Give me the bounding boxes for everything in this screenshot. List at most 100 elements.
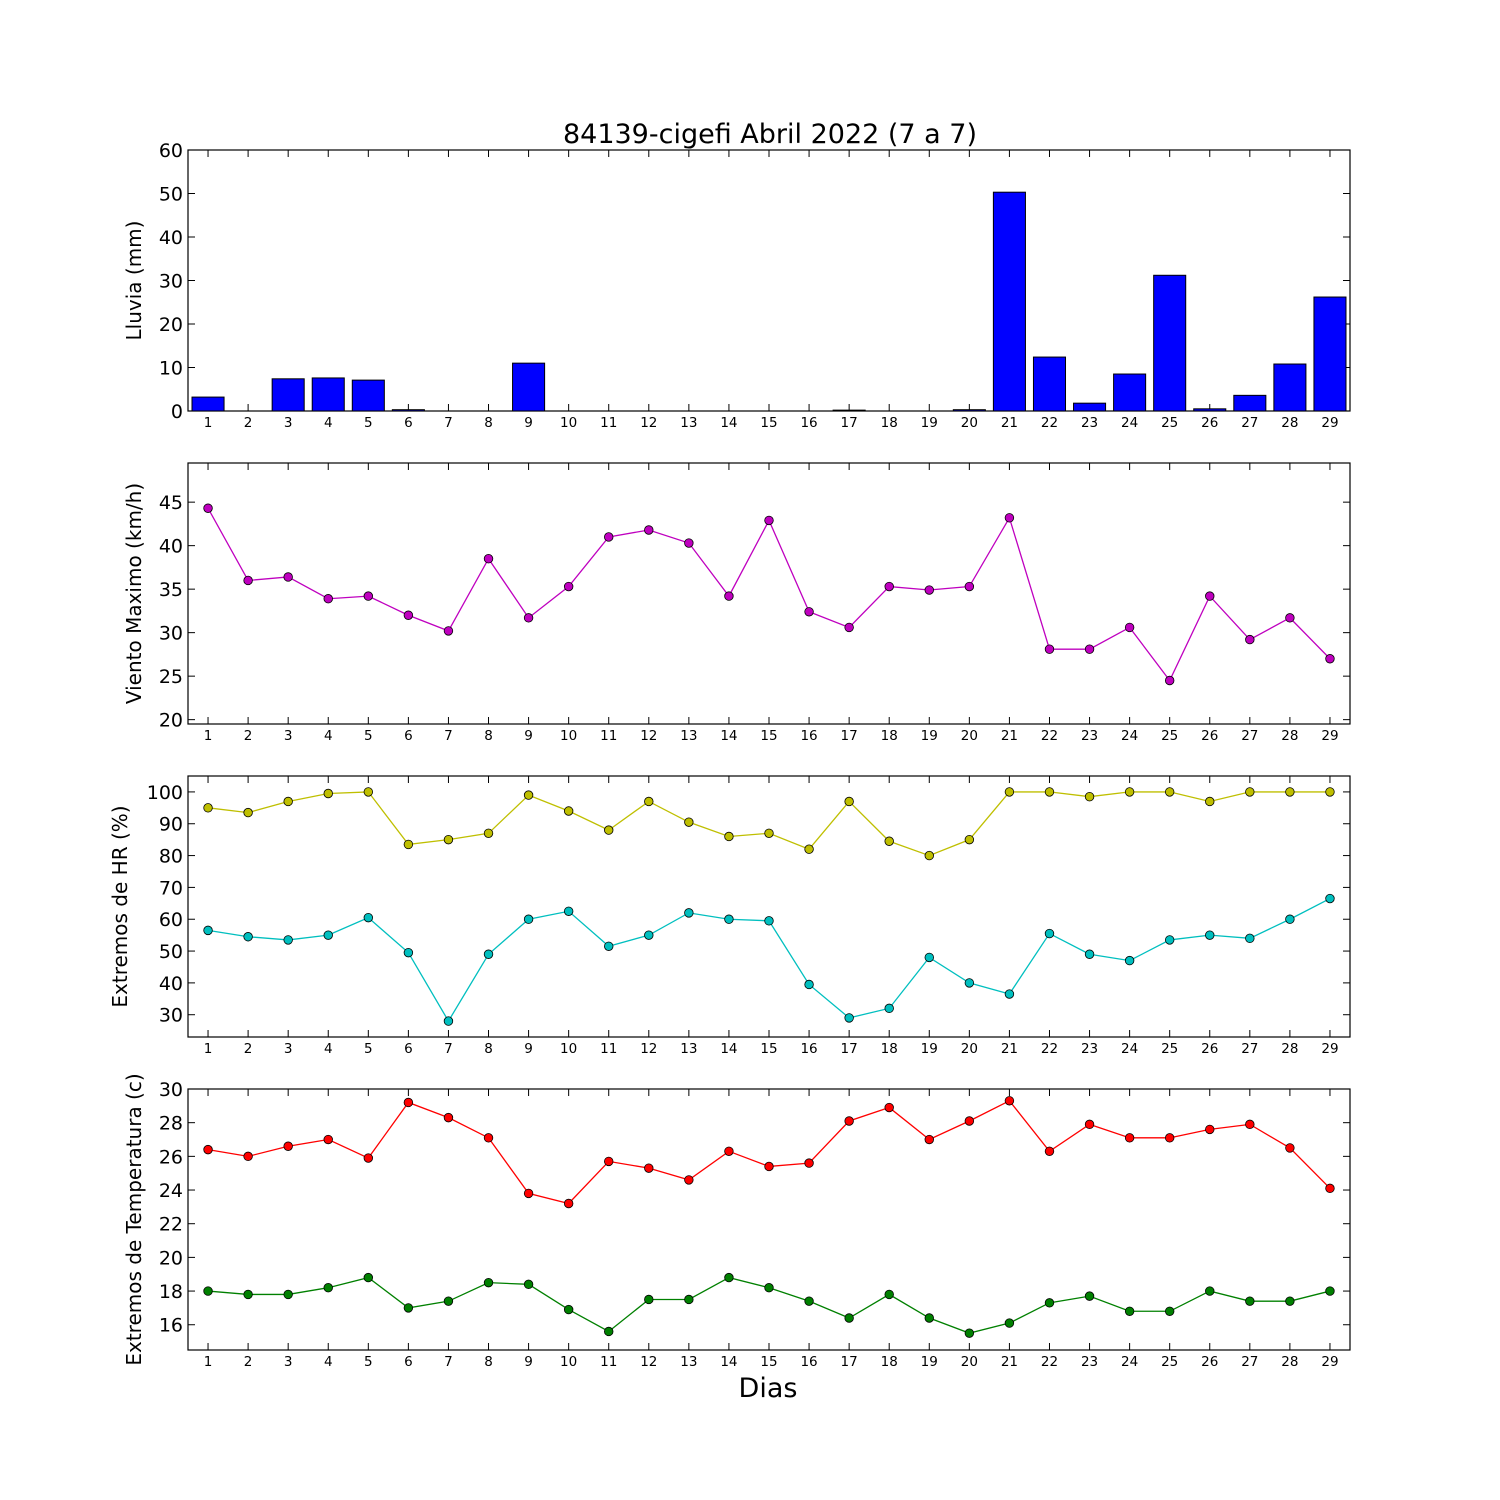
x-tick-label: 12 [640,728,657,744]
data-point [563,806,574,816]
data-point [323,594,333,604]
y-tick-label: 50 [159,184,183,206]
x-tick-label: 15 [760,415,777,431]
y-tick-label: 20 [159,710,183,732]
x-tick-label: 14 [720,728,737,744]
bar [1153,274,1187,412]
data-point [684,817,694,827]
x-tick-label: 5 [364,415,373,431]
figure-title: 84139-cigefi Abril 2022 (7 a 7) [563,119,977,150]
x-tick-label: 7 [444,415,453,431]
x-tick-label: 13 [680,1041,697,1057]
x-tick-label: 19 [921,415,938,431]
x-tick-label: 13 [680,415,697,431]
bar [992,191,1026,412]
x-tick-label: 16 [800,1354,817,1370]
data-point [964,581,975,592]
data-point [964,978,975,988]
y-tick-label: 70 [159,877,183,899]
data-point [684,1175,694,1185]
data-point [604,1156,614,1167]
data-point [844,796,854,807]
x-tick-label: 14 [720,415,737,431]
data-point [644,930,654,940]
x-tick-label: 11 [600,1354,617,1370]
data-point [1164,787,1175,797]
y-axis-label: Viento Maximo (km/h) [122,483,146,704]
x-tick-label: 26 [1201,415,1218,431]
x-tick-label: 24 [1121,1354,1138,1370]
x-tick-label: 27 [1241,1354,1258,1370]
data-point [1044,644,1055,654]
data-point [1084,1291,1095,1301]
x-tick-label: 11 [600,1041,617,1057]
x-tick-label: 27 [1241,415,1258,431]
y-axis-label: Extremos de Temperatura (c) [122,1073,146,1365]
y-tick-label: 10 [159,358,183,380]
bar [832,409,866,412]
data-point [243,1151,253,1162]
data-point [1044,1146,1055,1157]
data-point [1164,1306,1175,1316]
x-tick-label: 21 [1001,728,1018,744]
data-point [483,1277,494,1288]
x-tick-label: 1 [204,1041,213,1057]
bar [391,409,425,412]
y-tick-label: 30 [159,1005,183,1027]
data-point [764,1282,774,1293]
data-point [964,1116,975,1126]
data-point [403,1097,414,1108]
x-tick-label: 10 [560,728,577,744]
data-point [563,906,574,916]
data-point [964,834,975,845]
data-point [1285,1143,1295,1153]
x-tick-label: 1 [204,415,213,431]
x-tick-label: 3 [284,1354,293,1370]
x-tick-label: 22 [1041,1354,1058,1370]
data-point [1205,591,1215,601]
data-point [1124,1306,1135,1316]
data-point [1245,634,1255,645]
x-tick-label: 24 [1121,415,1138,431]
y-tick-label: 22 [159,1214,183,1236]
data-point [1004,1096,1015,1106]
data-point [363,1272,374,1283]
data-point [1004,513,1015,523]
y-tick-label: 35 [159,579,183,601]
data-point [924,1134,934,1145]
y-tick-label: 24 [159,1180,183,1202]
bar [1113,373,1147,412]
x-tick-label: 1 [204,728,213,744]
data-point [804,844,814,854]
data-point [563,581,574,592]
data-point [644,1163,654,1173]
y-axis-label: Extremos de HR (%) [108,805,132,1007]
data-point [1245,787,1255,797]
data-point [483,828,494,838]
x-tick-label: 16 [800,728,817,744]
x-tick-label: 28 [1281,415,1298,431]
x-tick-label: 2 [244,1354,253,1370]
data-point [443,1112,454,1123]
data-point [1164,935,1175,945]
data-point [1285,914,1295,924]
data-point [243,1289,253,1300]
data-point [604,1326,614,1337]
data-point [1245,1296,1255,1306]
data-point [283,1141,293,1151]
x-tick-label: 4 [324,415,333,431]
x-tick-label: 20 [961,728,978,744]
y-tick-label: 25 [159,666,183,688]
data-point [604,825,614,835]
x-tick-label: 15 [760,728,777,744]
x-tick-label: 20 [961,415,978,431]
data-point [203,803,213,813]
data-point [483,949,494,959]
x-tick-label: 21 [1001,1041,1018,1057]
x-tick-label: 6 [404,1041,413,1057]
bar [311,377,345,412]
y-tick-label: 18 [159,1281,183,1303]
x-tick-label: 4 [324,1354,333,1370]
bar [1233,394,1267,412]
